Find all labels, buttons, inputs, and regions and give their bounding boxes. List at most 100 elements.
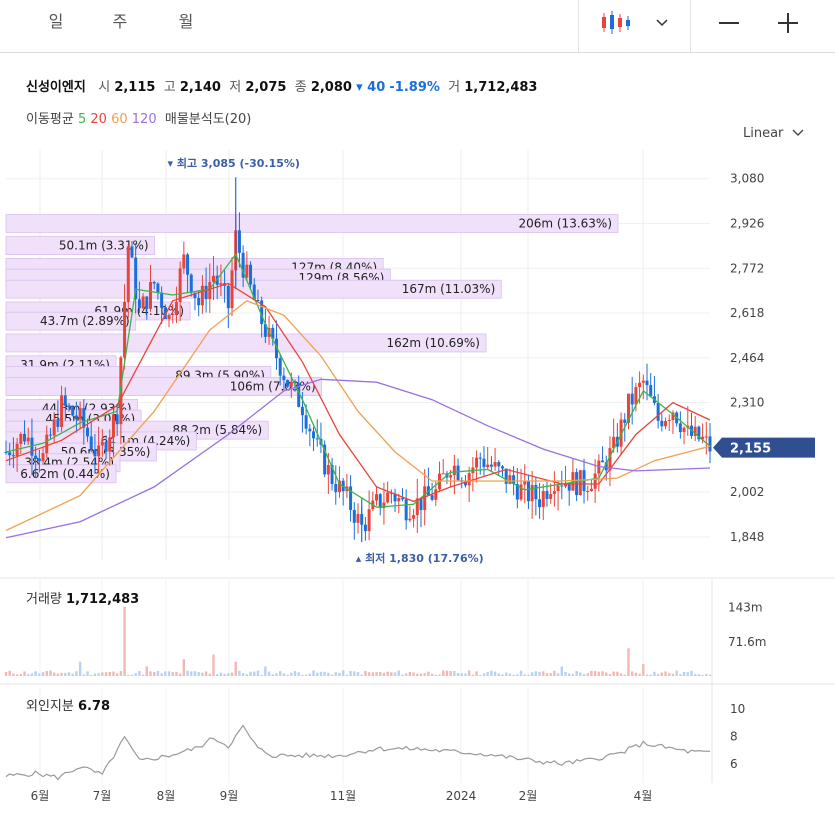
candle-body	[478, 457, 482, 459]
foreign-panel-title: 외인지분 6.78	[26, 695, 110, 714]
volume-bar	[267, 671, 271, 676]
volume-panel-value: 1,712,483	[66, 592, 140, 607]
candle-body	[215, 275, 219, 285]
candle-body	[286, 380, 290, 387]
candle-body	[434, 489, 438, 500]
candle-body	[460, 480, 464, 482]
chevron-down-icon[interactable]	[652, 8, 672, 38]
volume-bar	[675, 670, 678, 676]
scale-selector[interactable]: Linear	[743, 126, 804, 141]
volume-bar	[438, 674, 441, 676]
volume-bar	[571, 674, 575, 676]
volume-profile-label: 206m (13.63%)	[518, 216, 612, 230]
x-axis-label: 2월	[519, 789, 538, 803]
plus-icon[interactable]	[775, 8, 801, 38]
volume-bar	[645, 674, 649, 676]
candle-body	[234, 230, 238, 271]
volume-bar	[134, 673, 137, 676]
candle-body	[152, 281, 156, 284]
volume-profile-bar	[5, 398, 138, 418]
open-value: 2,115	[114, 80, 156, 95]
volume-bar	[430, 673, 434, 676]
volume-profile-label: 89.3m (5.90%)	[175, 369, 265, 383]
candle-body	[575, 472, 579, 496]
foreign-ratio-line	[5, 724, 711, 781]
volume-bar	[453, 671, 456, 676]
volume-bar	[586, 673, 589, 676]
volume-y-tick: 143m	[728, 601, 763, 615]
minus-icon[interactable]	[716, 8, 742, 38]
tab-week[interactable]: 주	[112, 12, 128, 31]
candle-body	[23, 433, 27, 442]
open-label: 시	[98, 80, 111, 95]
volume-bar	[393, 672, 397, 676]
candle-body	[326, 465, 330, 475]
stock-info: 신성이엔지 시 2,115 고 2,140 저 2,075 종 2,080 ▾ …	[26, 76, 537, 95]
volume-bar	[593, 671, 597, 676]
volume-bar	[601, 671, 604, 676]
volume-bar	[356, 672, 360, 676]
candle-body	[141, 296, 145, 309]
volume-bar	[556, 673, 560, 676]
ma-label: 이동평균	[26, 112, 74, 127]
candle-body	[630, 393, 634, 405]
volume-bar	[486, 672, 489, 676]
candle-body	[552, 491, 556, 494]
volume-bar	[278, 671, 282, 676]
change-value: ▾ 40	[356, 80, 386, 95]
candlestick-chart-icon[interactable]	[596, 8, 636, 38]
foreign-y-tick: 6	[730, 757, 738, 771]
low-value: 2,075	[245, 80, 287, 95]
volume-bar	[249, 671, 252, 676]
candle-body	[63, 395, 67, 406]
tab-month[interactable]: 월	[178, 12, 194, 31]
candle-body	[430, 495, 434, 500]
candle-body	[675, 412, 679, 424]
candle-body	[501, 466, 505, 469]
candle-body	[615, 436, 619, 447]
volume-profile-bar	[5, 377, 323, 396]
current-price-label: 2,155	[730, 442, 771, 457]
candle-body	[404, 499, 408, 521]
candle-body	[701, 436, 705, 440]
volume-bar	[434, 674, 438, 676]
candle-body	[34, 455, 38, 459]
candle-body	[652, 396, 656, 404]
candle-body	[137, 299, 141, 309]
volume-bar	[530, 672, 534, 676]
volume-bar	[505, 672, 508, 676]
chevron-down-icon	[792, 129, 804, 136]
candle-body	[686, 425, 690, 428]
candle-body	[167, 315, 171, 320]
indicator-legend[interactable]: 이동평균 5 20 60 120 매물분석도(20)	[26, 108, 251, 127]
volume-bar	[4, 671, 8, 676]
volume-bar	[553, 670, 556, 676]
candle-body	[145, 296, 149, 309]
volume-bar	[353, 671, 356, 676]
tab-day[interactable]: 일	[48, 12, 64, 31]
candle-body	[415, 498, 419, 516]
candle-body	[623, 419, 627, 423]
candle-body	[123, 301, 127, 358]
candle-body	[452, 465, 456, 476]
volume-bar	[590, 670, 593, 676]
candle-body	[463, 481, 467, 486]
volume-bar	[379, 671, 382, 676]
volume-bar	[349, 670, 352, 676]
volume-bar	[364, 670, 367, 676]
candle-body	[97, 445, 101, 457]
volume-bar	[634, 672, 638, 676]
candle-body	[689, 425, 693, 436]
volume-bar	[245, 674, 249, 676]
candle-body	[563, 483, 567, 487]
candle-body	[682, 427, 686, 433]
volume-profile-label: 50.1m (3.31%)	[59, 239, 149, 253]
volume-profile-label: 167m (11.03%)	[402, 282, 496, 296]
volume-label: 거	[448, 80, 461, 95]
candle-body	[697, 426, 701, 440]
volume-bar	[38, 673, 41, 676]
x-axis-label: 9월	[220, 789, 239, 803]
volume-bar	[649, 674, 652, 676]
volume-bar	[8, 670, 11, 676]
volume-bar	[327, 672, 330, 676]
